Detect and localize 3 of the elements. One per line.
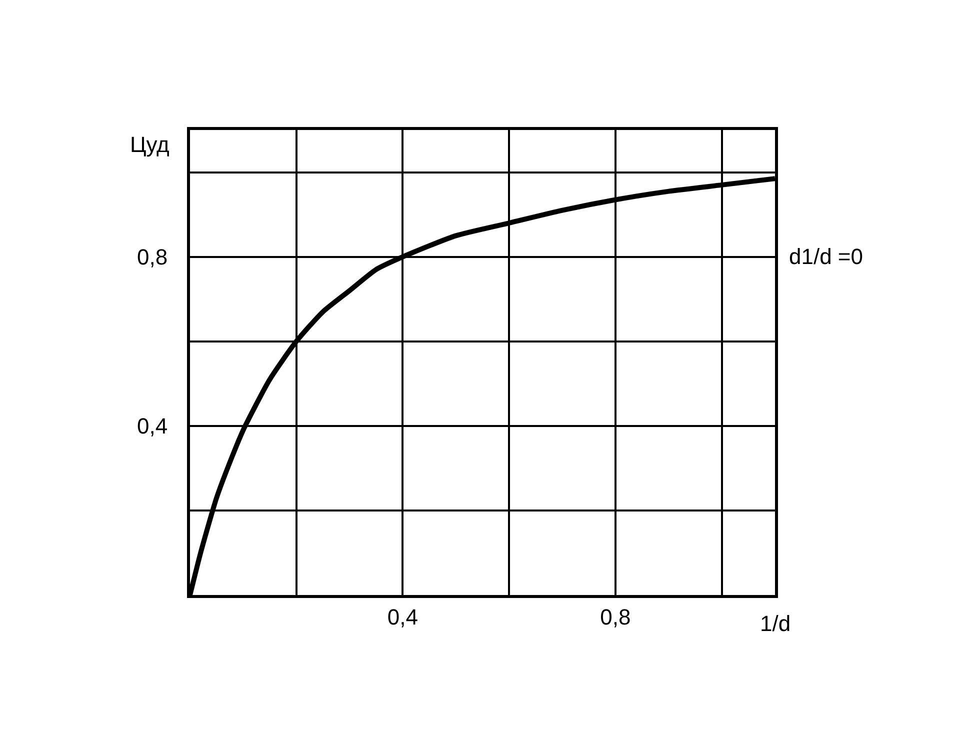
x-axis-title: 1/d xyxy=(760,611,791,636)
text: d1/d =0 xyxy=(789,244,864,269)
y-axis-title: Цуд xyxy=(130,132,170,157)
